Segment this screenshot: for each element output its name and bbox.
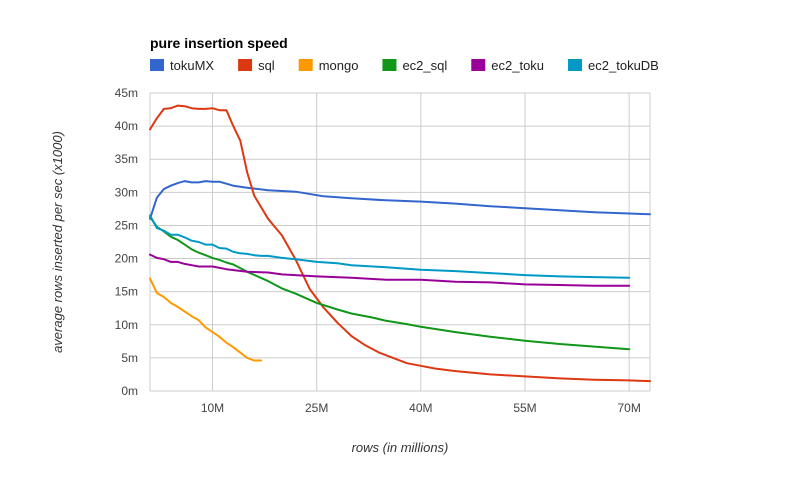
legend-label: sql (258, 58, 275, 73)
x-tick-label: 25M (305, 401, 328, 415)
y-tick-label: 10m (115, 318, 138, 332)
series-lines (149, 104, 651, 383)
y-axis-label: average rows inserted per sec (x1000) (50, 131, 65, 353)
series-line-tokumx (149, 180, 651, 220)
series-line-ec2-toku (149, 253, 631, 287)
y-tick-label: 20m (115, 252, 138, 266)
legend-swatch (298, 59, 313, 71)
x-tick-label: 70M (617, 401, 640, 415)
legend-label: ec2_toku (491, 58, 544, 73)
y-tick-label: 35m (115, 152, 138, 166)
legend-item: mongo (298, 58, 359, 73)
y-tick-label: 25m (115, 218, 138, 232)
series-line-ec2-sql (149, 215, 631, 351)
y-tick-label: 40m (115, 119, 138, 133)
x-tick-label: 55M (513, 401, 536, 415)
y-tick-label: 45m (115, 86, 138, 100)
legend: tokuMX sql mongo ec2_sql ec2_toku ec2_tokuDB (150, 58, 659, 73)
series-line-mongo (149, 277, 263, 362)
legend-item: sql (238, 58, 275, 73)
y-tick-label: 15m (115, 285, 138, 299)
legend-swatch (568, 59, 583, 71)
legend-swatch (150, 59, 164, 71)
legend-label: tokuMX (170, 58, 214, 73)
legend-item: ec2_tokuDB (568, 58, 659, 73)
y-tick-label: 30m (115, 185, 138, 199)
legend-item: tokuMX (150, 58, 214, 73)
series-line-ec2-tokudb (149, 214, 631, 279)
legend-swatch (471, 59, 486, 71)
axis-ticks: 0m 5m 10m 15m 20m 25m 30m 35m 40m 45m 10M 25M 40M 55M… (115, 86, 641, 415)
legend-label: mongo (319, 58, 359, 73)
x-tick-label: 40M (409, 401, 432, 415)
grid (149, 92, 651, 392)
legend-label: ec2_sql (402, 58, 447, 73)
legend-item: ec2_toku (471, 58, 544, 73)
x-axis-label: rows (in millions) (352, 440, 449, 455)
series-line-sql (149, 104, 651, 383)
legend-label: ec2_tokuDB (588, 58, 659, 73)
chart-title: pure insertion speed (150, 35, 288, 51)
legend-swatch (238, 59, 253, 71)
y-tick-label: 0m (121, 384, 138, 398)
legend-item: ec2_sql (382, 58, 447, 73)
y-tick-label: 5m (121, 351, 138, 365)
legend-swatch (382, 59, 397, 71)
x-tick-label: 10M (201, 401, 224, 415)
